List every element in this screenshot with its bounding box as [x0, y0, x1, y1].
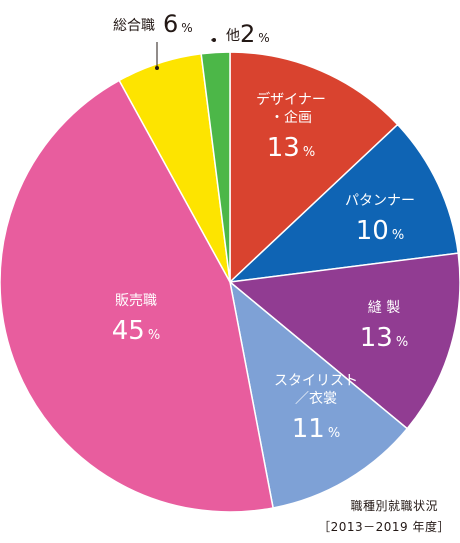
slice-name-label: 販売職 [115, 293, 157, 309]
slice-name-label: 縫 製 [368, 300, 400, 316]
slice-labels: デザイナー・企画 13 % パタンナー 10 % 縫 製 13 % スタイリスト ／衣裳 11 % 販売職… [112, 91, 415, 444]
slice-value-label: 45% [112, 316, 160, 346]
pie-slice [229, 51, 399, 284]
pie-slice [200, 51, 231, 283]
pie-slice [227, 123, 460, 284]
leader-dot [212, 38, 216, 42]
chart-title: 職種別就職状況 [350, 499, 438, 513]
slice-name-label: パタンナー [345, 193, 415, 209]
slice-value-label: 2% [240, 20, 270, 48]
slice-value-label: 11% [292, 414, 340, 444]
slice-value-label: 13% [267, 133, 315, 163]
slice-value-label: 13% [360, 323, 408, 353]
slice-name-label: ・企画 [270, 109, 312, 126]
leader-dot [155, 66, 159, 70]
slice-value-label: 6% [163, 10, 193, 38]
pie-slices [0, 51, 460, 513]
pie-slice [228, 280, 409, 509]
slice-name-label: 総合職 [113, 18, 155, 34]
slice-name-label: ／衣裳 [295, 391, 337, 407]
chart-subtitle: ［2013－2019 年度］ [318, 520, 450, 534]
slice-name-label: 他 [226, 28, 240, 44]
slice-value-label: 10% [356, 216, 404, 246]
outside-labels: 総合職 6% 他 2% [113, 10, 270, 70]
slice-name-label: スタイリスト [274, 373, 358, 389]
slice-name-label: デザイナー [256, 91, 326, 108]
pie-slice [0, 79, 274, 513]
